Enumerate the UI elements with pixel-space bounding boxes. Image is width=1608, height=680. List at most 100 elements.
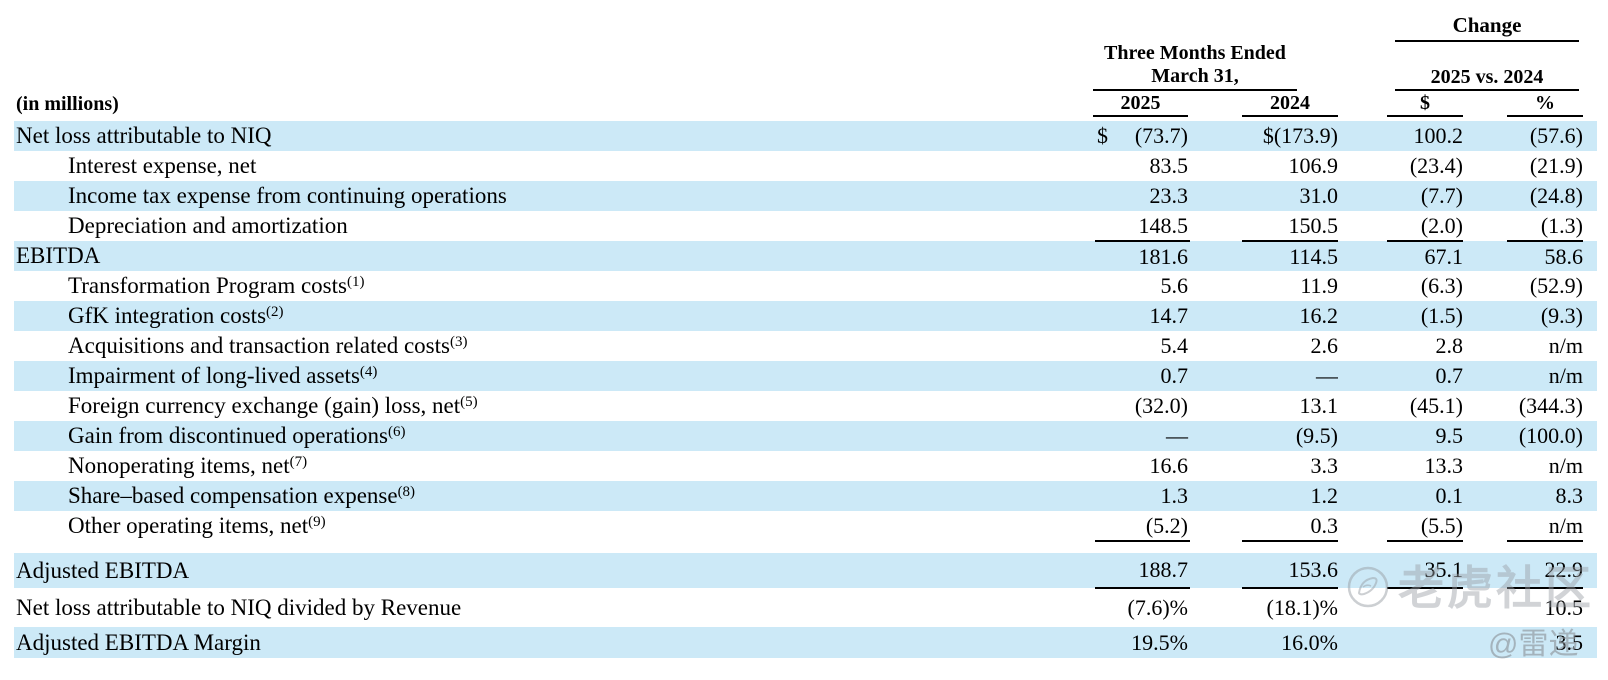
column-header-2024: 2024 [1270,92,1310,114]
row-label-text: Nonoperating items, net [68,453,290,478]
row-right-pad [1583,211,1597,241]
column-gap [1463,271,1507,301]
value-change-dollar: (7.7) [1420,183,1463,208]
column-gap [1190,121,1242,151]
row-label: Nonoperating items, net(7) [14,451,1095,481]
table-row: Depreciation and amortization 148.5 150.… [14,211,1597,242]
value-2025-text: 188.7 [1138,557,1189,582]
row-label: Acquisitions and transaction related cos… [14,331,1095,361]
row-label: GfK integration costs(2) [14,301,1095,331]
value-2024: 1.2 [1310,483,1339,508]
value-2025: 14.7 [1095,301,1190,331]
value-change-percent: 8.3 [1555,483,1584,508]
value-2025-text: 181.6 [1138,243,1189,269]
value-2025: 5.6 [1095,271,1190,301]
footnote-marker: (3) [449,334,468,350]
row-label-text: Share–based compensation expense [68,483,398,508]
row-label: Interest expense, net [14,151,1095,181]
footnote-marker: (1) [346,274,365,290]
table-body: Net loss attributable to NIQ $ (73.7) $(1… [14,121,1597,658]
column-gap [1338,211,1387,241]
value-change-dollar: 0.1 [1435,483,1464,508]
value-change-dollar: (2.0) [1387,211,1463,242]
value-2025-text: — [1166,423,1188,448]
table-row: Income tax expense from continuing opera… [14,181,1597,211]
value-2025: (7.6)% [1095,588,1190,627]
table-row: GfK integration costs(2) 14.7 16.2 (1.5)… [14,301,1597,331]
column-gap [1338,481,1387,511]
value-2025: (32.0) [1095,391,1190,421]
row-right-pad [1583,331,1597,361]
column-gap [1190,421,1242,451]
table-row: Net loss attributable to NIQ $ (73.7) $(1… [14,121,1597,151]
column-gap [1338,151,1387,181]
value-change-percent: (9.3) [1540,303,1583,328]
table-row: Gain from discontinued operations(6) — (… [14,421,1597,451]
row-label-text: Interest expense, net [68,153,257,178]
value-2025: 23.3 [1095,181,1190,211]
row-label-text: GfK integration costs [68,303,267,328]
footnote-marker: (6) [388,424,406,440]
value-2024: 16.0% [1281,629,1338,655]
value-change-dollar: 67.1 [1424,243,1464,269]
value-change-percent: 10.5 [1544,595,1584,620]
column-gap [1463,331,1507,361]
value-2025-text: (7.6)% [1127,595,1188,620]
value-2025-text: 14.7 [1149,303,1189,328]
table-row: Interest expense, net 83.5 106.9 (23.4) … [14,151,1597,181]
row-label-text: EBITDA [16,243,101,268]
value-change-dollar: (5.5) [1387,511,1463,542]
value-2024: $(173.9) [1262,123,1338,148]
column-gap [1190,271,1242,301]
row-label-text: Depreciation and amortization [68,213,348,238]
column-gap [1463,421,1507,451]
row-label: Net loss attributable to NIQ [14,121,1095,151]
value-change-dollar: 100.2 [1413,123,1464,148]
row-right-pad [1583,121,1597,151]
column-gap [1463,553,1507,588]
column-rule [1093,115,1188,117]
column-header-percent: % [1535,92,1555,114]
footnote-marker: (9) [308,514,326,530]
table-row: Acquisitions and transaction related cos… [14,331,1597,361]
value-2025: 83.5 [1095,151,1190,181]
footnote-marker: (2) [266,304,284,320]
value-change-dollar: 35.1 [1387,553,1463,589]
column-header-dollar: $ [1420,92,1430,114]
value-2025-text: 83.5 [1149,153,1189,178]
footnote-marker: (8) [397,484,416,500]
in-millions-label: (in millions) [16,93,119,115]
header-rule [1395,89,1579,91]
table-row: EBITDA 181.6 114.5 67.1 58.6 [14,241,1597,271]
value-change-percent: 3.5 [1555,629,1584,655]
column-gap [1463,121,1507,151]
row-right-pad [1583,271,1597,301]
value-2024: 106.9 [1288,153,1339,178]
column-rule [1507,115,1583,117]
column-gap [1338,361,1387,391]
value-2025: 16.6 [1095,451,1190,481]
value-2024: 3.3 [1310,453,1339,478]
value-2025: 188.7 [1095,553,1190,589]
row-right-pad [1583,421,1597,451]
row-right-pad [1583,151,1597,181]
column-gap [1463,588,1507,627]
column-gap [1190,211,1242,241]
row-label: EBITDA [14,241,1095,271]
value-2025-text: (73.7) [1134,123,1188,148]
column-gap [1463,391,1507,421]
column-gap [1190,181,1242,211]
value-change-percent: (1.3) [1507,211,1583,242]
value-2025-text: 148.5 [1138,212,1189,238]
column-gap [1338,588,1387,627]
column-header-2025: 2025 [1120,92,1161,114]
value-change-dollar [1387,627,1463,658]
row-right-pad [1583,241,1597,271]
value-change-percent: (344.3) [1518,393,1583,418]
change-header: Change [1452,13,1522,37]
table-spacer-row [14,541,1597,553]
column-gap [1463,481,1507,511]
row-label-text: Income tax expense from continuing opera… [68,183,507,208]
column-gap [1463,451,1507,481]
value-change-percent: n/m [1548,363,1583,388]
